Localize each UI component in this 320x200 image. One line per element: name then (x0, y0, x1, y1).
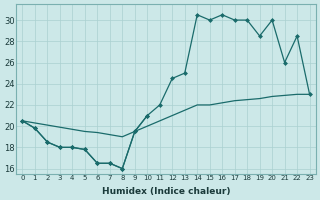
X-axis label: Humidex (Indice chaleur): Humidex (Indice chaleur) (102, 187, 230, 196)
